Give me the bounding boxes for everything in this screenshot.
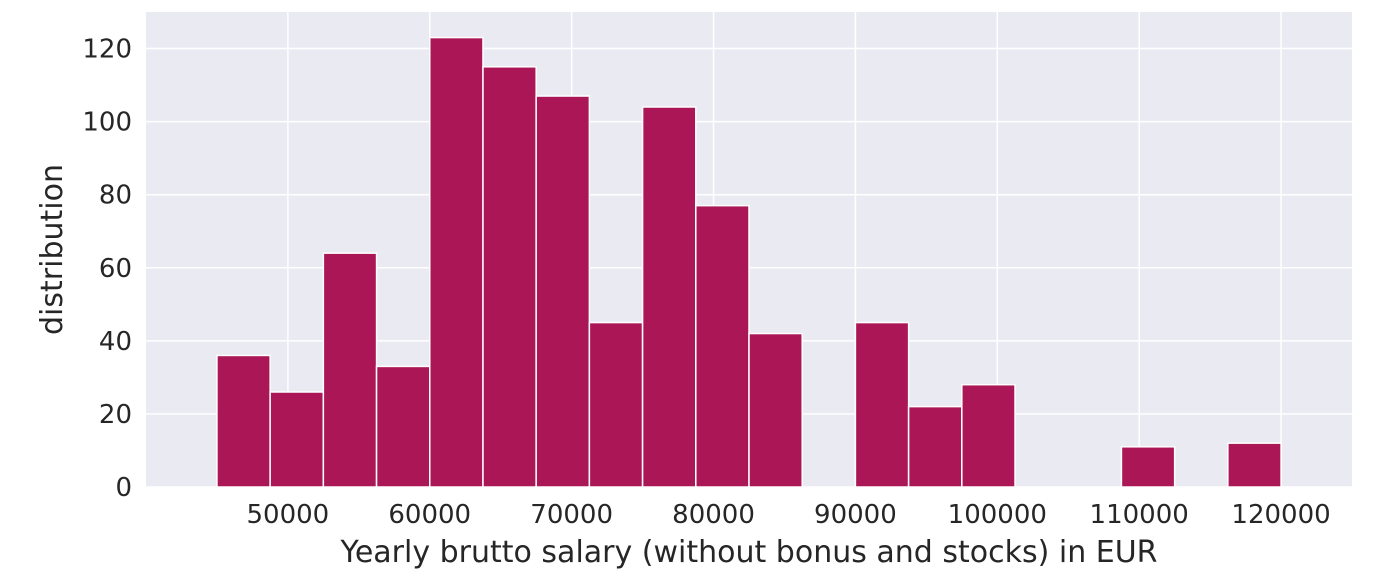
x-tick-label: 80000 (672, 500, 755, 530)
histogram-bar (695, 204, 750, 488)
histogram-bar (854, 321, 910, 488)
x-tick-label: 50000 (247, 500, 330, 530)
y-axis-label: distribution (35, 164, 70, 335)
histogram-bar (588, 321, 644, 488)
histogram-bars (216, 36, 1282, 488)
y-tick-label: 20 (99, 400, 132, 430)
x-tick-label: 120000 (1231, 500, 1330, 530)
x-tick-label: 70000 (530, 500, 613, 530)
histogram-bar (322, 252, 378, 488)
histogram-bar (482, 66, 537, 488)
histogram-bar (269, 391, 325, 488)
y-tick-label: 0 (115, 473, 132, 503)
histogram-bar (748, 332, 803, 488)
histogram-bar (535, 95, 591, 488)
y-tick-label: 40 (99, 327, 132, 357)
x-tick-label: 60000 (388, 500, 471, 530)
histogram-bar (375, 365, 431, 488)
x-axis-label: Yearly brutto salary (without bonus and … (339, 535, 1157, 570)
x-tick-labels: 50000 60000 70000 80000 90000 100000 110000 120… (247, 500, 1331, 530)
histogram-bar (429, 36, 484, 488)
y-tick-label: 100 (82, 108, 132, 138)
y-tick-label: 120 (82, 35, 132, 65)
x-tick-label: 90000 (814, 500, 897, 530)
histogram-bar (907, 405, 963, 488)
y-tick-label: 60 (99, 254, 132, 284)
histogram-bar (216, 354, 271, 488)
y-tick-label: 80 (99, 181, 132, 211)
x-tick-label: 110000 (1090, 500, 1189, 530)
x-tick-label: 100000 (948, 500, 1047, 530)
histogram-bar (1227, 442, 1282, 488)
y-tick-labels: 0 20 40 60 80 100 120 (82, 35, 132, 503)
histogram-bar (641, 106, 697, 488)
histogram-bar (961, 383, 1016, 488)
histogram-bar (1120, 446, 1176, 488)
